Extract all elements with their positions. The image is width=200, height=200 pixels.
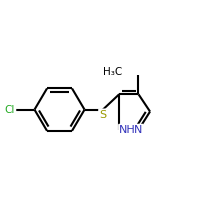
Text: N: N xyxy=(134,125,143,135)
Text: NH: NH xyxy=(119,125,136,135)
Text: Cl: Cl xyxy=(5,105,15,115)
Text: H₃C: H₃C xyxy=(103,67,122,77)
Text: H₃C: H₃C xyxy=(103,67,122,77)
Text: Cl: Cl xyxy=(5,105,15,115)
Text: S: S xyxy=(99,110,106,120)
Text: S: S xyxy=(99,110,106,120)
Text: N: N xyxy=(134,125,143,135)
Text: NH: NH xyxy=(119,125,136,135)
